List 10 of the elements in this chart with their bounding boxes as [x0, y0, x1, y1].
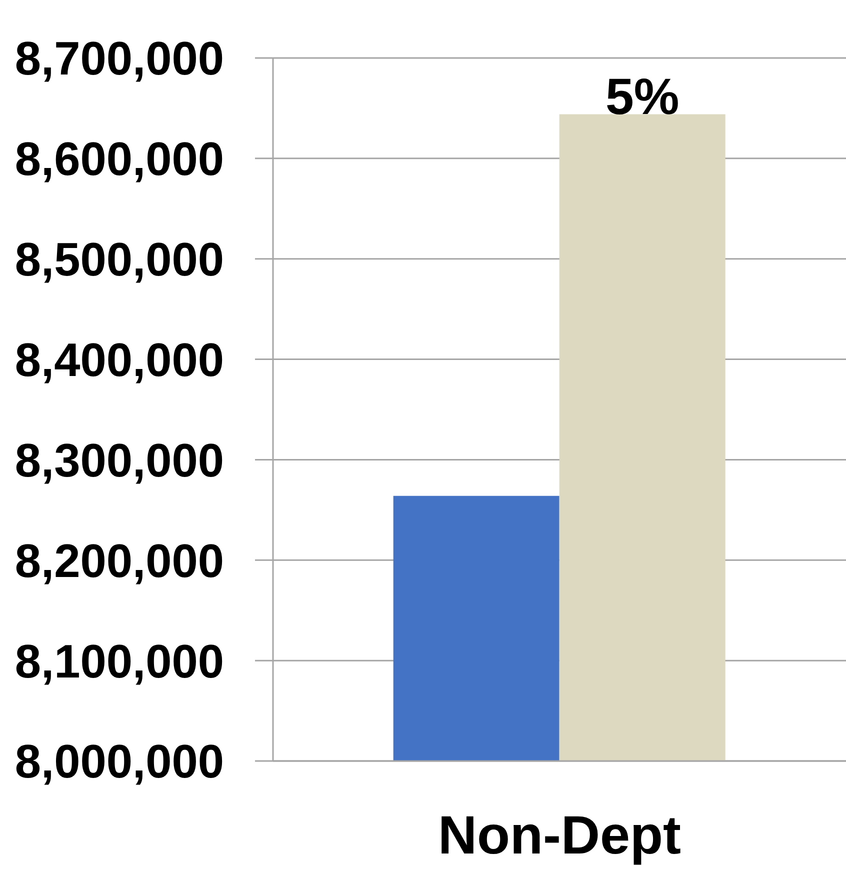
y-tick-label: 8,400,000: [14, 332, 224, 386]
y-tick-label: 8,600,000: [14, 132, 224, 186]
y-tick-label: 8,000,000: [14, 734, 224, 788]
y-tick-label: 8,100,000: [14, 634, 224, 688]
y-tick-label: 8,700,000: [14, 32, 224, 85]
y-tick-label: 8,500,000: [14, 232, 224, 286]
x-tick-label: Non-Dept: [438, 805, 681, 866]
annotation: 5%: [605, 68, 680, 126]
y-tick-label: 8,300,000: [14, 433, 224, 486]
y-tick-label: 8,200,000: [14, 534, 224, 587]
